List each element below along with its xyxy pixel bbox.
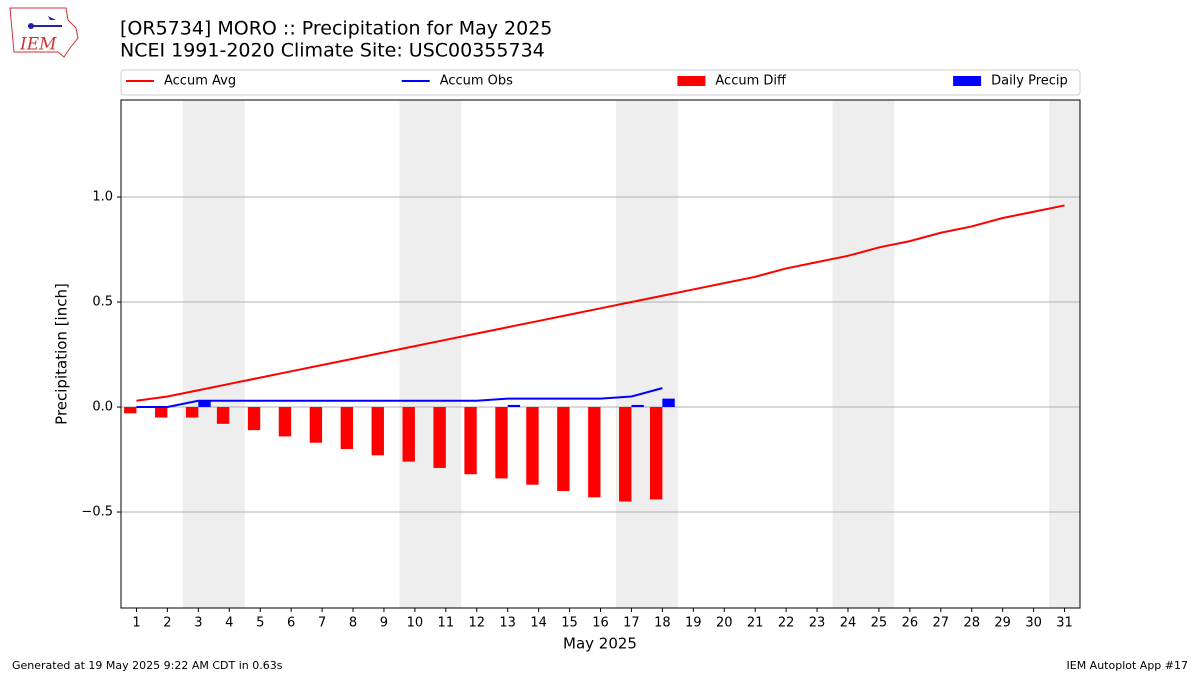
y-tick-label: 0.0 <box>92 400 113 415</box>
plot-frame <box>120 99 1081 609</box>
x-tick-label: 25 <box>871 616 888 631</box>
x-tick-label: 30 <box>1025 616 1042 631</box>
bar <box>464 407 477 475</box>
weekend-shade <box>399 100 462 608</box>
bar <box>631 404 644 408</box>
legend-label: Accum Diff <box>715 74 787 89</box>
x-tick-label: 24 <box>840 616 857 631</box>
logo-bird <box>48 16 56 20</box>
chart-subtitle: NCEI 1991-2020 Climate Site: USC00355734 <box>120 40 545 62</box>
x-tick-label: 18 <box>654 616 671 631</box>
bar <box>124 407 137 414</box>
bar <box>507 404 521 408</box>
logo-outline <box>9 7 79 58</box>
y-tick-label: 0.5 <box>92 295 113 310</box>
y-tick-label: 1.0 <box>92 190 113 205</box>
chart-title: [OR5734] MORO :: Precipitation for May 2… <box>120 18 552 40</box>
bar <box>495 407 508 479</box>
legend-label: Accum Obs <box>440 74 513 89</box>
x-axis-label: May 2025 <box>563 635 637 653</box>
x-tick-label: 29 <box>994 616 1011 631</box>
footer-left: Generated at 19 May 2025 9:22 AM CDT in … <box>12 659 283 672</box>
weekend-shade <box>832 100 895 608</box>
line <box>136 204 1065 402</box>
y-axis-label: Precipitation [inch] <box>53 283 71 425</box>
legend-swatch <box>677 76 706 86</box>
legend-label: Accum Avg <box>164 74 236 89</box>
x-tick-label: 27 <box>933 616 950 631</box>
legend-swatch <box>953 76 982 86</box>
x-tick-label: 9 <box>380 616 388 631</box>
x-tick-label: 5 <box>256 616 264 631</box>
bar <box>309 407 323 443</box>
x-tick-label: 13 <box>499 616 516 631</box>
bar <box>198 400 211 408</box>
x-tick-label: 2 <box>163 616 171 631</box>
x-tick-label: 19 <box>685 616 702 631</box>
weekend-shade <box>615 100 678 608</box>
x-tick-label: 12 <box>468 616 485 631</box>
bar <box>619 407 632 502</box>
bar <box>185 407 199 418</box>
x-tick-label: 26 <box>902 616 919 631</box>
x-tick-label: 11 <box>438 616 455 631</box>
x-tick-label: 1 <box>132 616 140 631</box>
weekend-shade <box>1049 100 1080 608</box>
y-tick-label: −0.5 <box>81 505 113 520</box>
x-tick-label: 16 <box>592 616 609 631</box>
x-tick-label: 17 <box>623 616 640 631</box>
bar <box>649 407 663 500</box>
x-tick-label: 6 <box>287 616 295 631</box>
x-tick-label: 4 <box>225 616 233 631</box>
logo-text: IEM <box>19 35 57 55</box>
footer-right: IEM Autoplot App #17 <box>1067 659 1189 672</box>
logo-dot <box>28 23 34 29</box>
bar <box>557 407 570 492</box>
bar <box>402 407 415 462</box>
weekend-shade <box>182 100 245 608</box>
bar <box>588 407 601 498</box>
bar <box>662 398 675 408</box>
bar <box>371 407 384 456</box>
x-tick-label: 3 <box>194 616 202 631</box>
logo: IEM <box>9 7 79 58</box>
x-tick-label: 28 <box>963 616 980 631</box>
line <box>136 387 663 409</box>
bar <box>433 407 446 468</box>
x-tick-label: 22 <box>778 616 795 631</box>
x-tick-label: 7 <box>318 616 326 631</box>
x-tick-label: 20 <box>716 616 733 631</box>
bar <box>340 407 354 450</box>
bar <box>216 407 230 424</box>
x-tick-label: 10 <box>407 616 424 631</box>
x-tick-label: 8 <box>349 616 357 631</box>
bar <box>247 407 261 431</box>
x-tick-label: 21 <box>747 616 764 631</box>
legend-label: Daily Precip <box>991 74 1068 89</box>
bar <box>155 407 168 418</box>
x-tick-label: 15 <box>561 616 578 631</box>
x-tick-label: 14 <box>530 616 547 631</box>
x-tick-label: 31 <box>1056 616 1073 631</box>
bar <box>278 407 292 437</box>
x-tick-label: 23 <box>809 616 826 631</box>
bar <box>526 407 539 485</box>
legend-box <box>120 69 1081 96</box>
